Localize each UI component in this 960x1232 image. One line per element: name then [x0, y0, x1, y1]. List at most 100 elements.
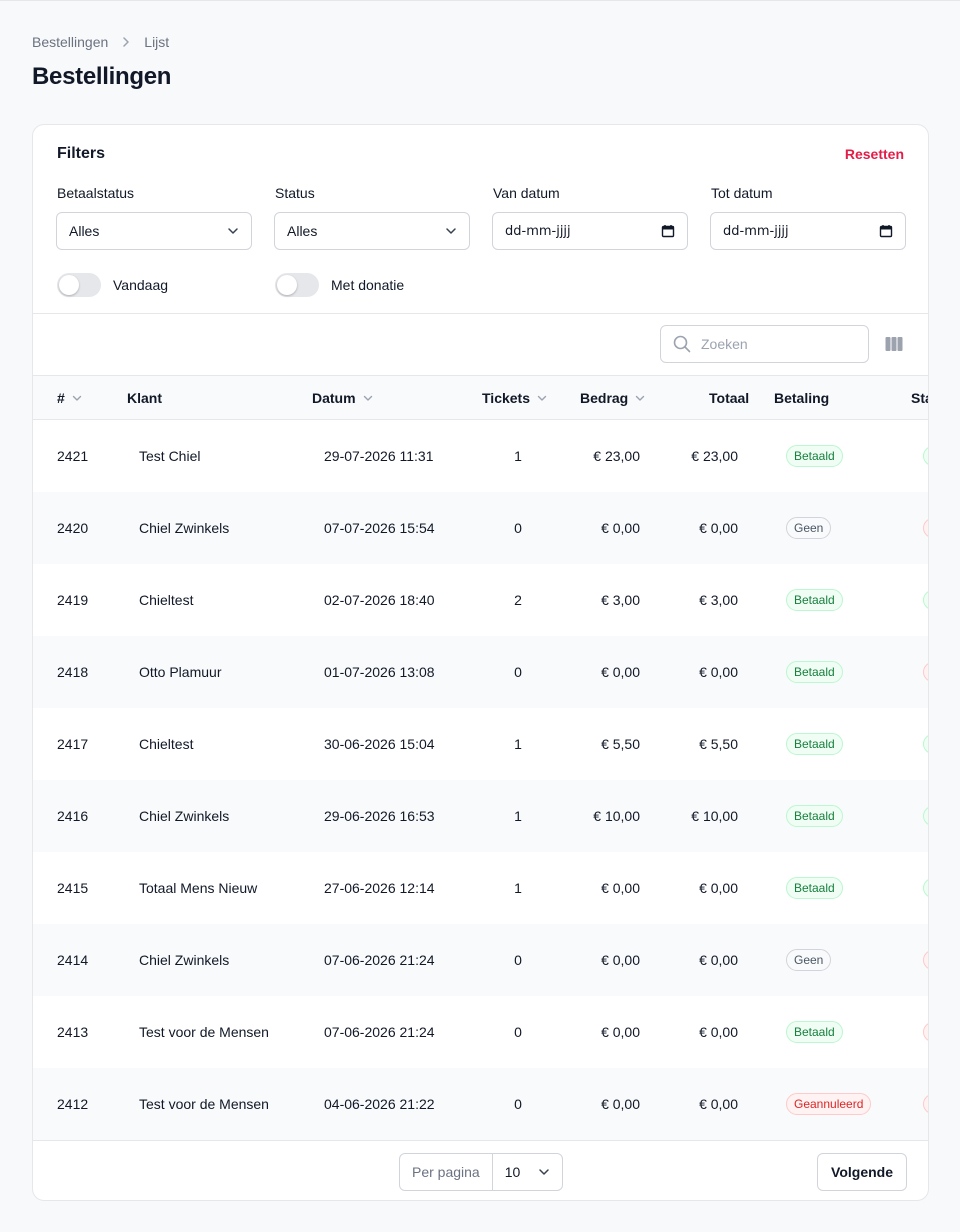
cell-order-id: 2418: [57, 636, 117, 708]
column-header-tickets[interactable]: Tickets: [482, 376, 548, 420]
chevron-down-icon: [446, 228, 456, 234]
column-header-customer: Klant: [127, 376, 162, 420]
chevron-down-icon: [228, 228, 238, 234]
table-row[interactable]: 2417 Chieltest 30-06-2026 15:04 1 € 5,50 € 5,…: [33, 708, 928, 780]
payment-status-badge: Betaald: [786, 1021, 843, 1043]
payment-status-select[interactable]: Alles: [56, 212, 252, 250]
cell-order-id-text: 2421: [57, 448, 89, 464]
cell-payment: Betaald: [786, 780, 906, 852]
per-page-value-box[interactable]: 10: [493, 1164, 562, 1180]
chevron-right-icon: [120, 36, 132, 48]
donation-toggle-row: Met donatie: [275, 273, 404, 297]
cell-tickets-text: 1: [514, 880, 522, 896]
cell-date: 29-06-2026 16:53: [324, 780, 474, 852]
table-row[interactable]: 2416 Chiel Zwinkels 29-06-2026 16:53 1 € 10,…: [33, 780, 928, 852]
cell-date-text: 07-06-2026 21:24: [324, 952, 435, 968]
order-status-badge: [923, 1094, 928, 1114]
order-status-badge: [923, 1022, 928, 1042]
cell-date-text: 27-06-2026 12:14: [324, 880, 435, 896]
cell-date-text: 07-06-2026 21:24: [324, 1024, 435, 1040]
table-row[interactable]: 2420 Chiel Zwinkels 07-07-2026 15:54 0 € 0,0…: [33, 492, 928, 564]
cell-amount: € 0,00: [560, 1068, 640, 1140]
cell-amount: € 0,00: [560, 996, 640, 1068]
cell-tickets-text: 0: [514, 1024, 522, 1040]
table-row[interactable]: 2413 Test voor de Mensen 07-06-2026 21:24 0…: [33, 996, 928, 1068]
cell-payment: Geen: [786, 492, 906, 564]
next-page-button[interactable]: Volgende: [817, 1153, 907, 1191]
status-label: Status: [275, 185, 315, 201]
payment-status-badge: Geannuleerd: [786, 1093, 872, 1115]
cell-date-text: 04-06-2026 21:22: [324, 1096, 435, 1112]
from-date-input[interactable]: dd-mm-jjjj: [492, 212, 688, 250]
today-toggle[interactable]: [57, 273, 101, 297]
order-status-badge: [923, 446, 928, 466]
column-header-label: Tickets: [482, 390, 530, 406]
cell-amount: € 10,00: [560, 780, 640, 852]
sort-chevron-down-icon: [537, 395, 547, 401]
table-row[interactable]: 2419 Chieltest 02-07-2026 18:40 2 € 3,00 € 3,…: [33, 564, 928, 636]
cell-tickets-text: 1: [514, 736, 522, 752]
cell-date: 30-06-2026 15:04: [324, 708, 474, 780]
table-row[interactable]: 2414 Chiel Zwinkels 07-06-2026 21:24 0 € 0,0…: [33, 924, 928, 996]
cell-total: € 0,00: [658, 996, 738, 1068]
cell-customer: Chieltest: [139, 708, 309, 780]
cell-amount: € 0,00: [560, 636, 640, 708]
order-status-badge: [923, 518, 928, 538]
columns-toggle-icon[interactable]: [885, 335, 903, 353]
cell-order-id: 2415: [57, 852, 117, 924]
cell-customer-text: Test voor de Mensen: [139, 1024, 269, 1040]
breadcrumb-item-list: Lijst: [144, 34, 170, 50]
breadcrumb: Bestellingen Lijst: [32, 34, 169, 50]
cell-order-id-text: 2418: [57, 664, 89, 680]
cell-order-id-text: 2413: [57, 1024, 89, 1040]
cell-customer: Totaal Mens Nieuw: [139, 852, 309, 924]
cell-tickets-text: 0: [514, 952, 522, 968]
payment-status-badge: Betaald: [786, 805, 843, 827]
cell-date: 07-06-2026 21:24: [324, 924, 474, 996]
chevron-down-icon: [539, 1169, 549, 1175]
status-select[interactable]: Alles: [274, 212, 470, 250]
cell-order-id-text: 2420: [57, 520, 89, 536]
column-header-label: Klant: [127, 390, 162, 406]
cell-date-text: 02-07-2026 18:40: [324, 592, 435, 608]
column-header-status: Sta: [911, 376, 928, 420]
column-header-total: Totaal: [709, 376, 749, 420]
table-row[interactable]: 2412 Test voor de Mensen 04-06-2026 21:22 0…: [33, 1068, 928, 1140]
table-row[interactable]: 2421 Test Chiel 29-07-2026 11:31 1 € 23,00 € …: [33, 420, 928, 492]
cell-customer: Test Chiel: [139, 420, 309, 492]
column-header-label: Sta: [911, 390, 928, 406]
cell-amount: € 3,00: [560, 564, 640, 636]
cell-order-id-text: 2412: [57, 1096, 89, 1112]
cell-total: € 3,00: [658, 564, 738, 636]
cell-date: 29-07-2026 11:31: [324, 420, 474, 492]
cell-date: 04-06-2026 21:22: [324, 1068, 474, 1140]
payment-status-badge: Betaald: [786, 877, 843, 899]
order-status-badge: [923, 806, 928, 826]
reset-filters-button[interactable]: Resetten: [844, 146, 904, 162]
cell-payment: Geen: [786, 924, 906, 996]
table-row[interactable]: 2418 Otto Plamuur 01-07-2026 13:08 0 € 0,00 €…: [33, 636, 928, 708]
cell-customer-text: Chiel Zwinkels: [139, 808, 230, 824]
calendar-icon[interactable]: [661, 224, 675, 238]
cell-date: 01-07-2026 13:08: [324, 636, 474, 708]
cell-date: 07-06-2026 21:24: [324, 996, 474, 1068]
per-page-select[interactable]: Per pagina 10: [399, 1153, 563, 1191]
search-input[interactable]: [701, 336, 851, 352]
to-date-input[interactable]: dd-mm-jjjj: [710, 212, 906, 250]
column-header-date[interactable]: Datum: [312, 376, 374, 420]
cell-tickets-text: 1: [514, 448, 522, 464]
column-header-id[interactable]: #: [57, 376, 83, 420]
toggle-knob: [59, 275, 79, 295]
donation-toggle[interactable]: [275, 273, 319, 297]
table-row[interactable]: 2415 Totaal Mens Nieuw 27-06-2026 12:14 1 € …: [33, 852, 928, 924]
cell-payment: Betaald: [786, 420, 906, 492]
calendar-icon[interactable]: [879, 224, 893, 238]
cell-date-text: 07-07-2026 15:54: [324, 520, 435, 536]
cell-customer-text: Otto Plamuur: [139, 664, 222, 680]
cell-total-text: € 5,50: [699, 736, 738, 752]
cell-amount-text: € 23,00: [593, 448, 640, 464]
cell-total-text: € 23,00: [691, 448, 738, 464]
table-header: # Klant Datum Tickets Bedrag Totaal Beta…: [33, 375, 928, 420]
column-header-amount[interactable]: Bedrag: [580, 376, 646, 420]
breadcrumb-item-orders[interactable]: Bestellingen: [32, 34, 109, 50]
